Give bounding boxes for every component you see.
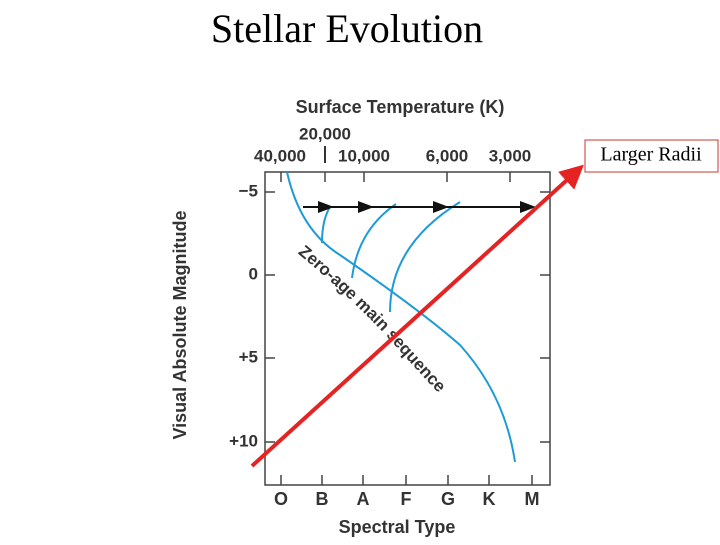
track <box>321 206 331 244</box>
curve-label-path: Zero-age main sequence <box>295 242 450 396</box>
track <box>389 201 461 313</box>
y-axis-title: Visual Absolute Magnitude <box>170 210 190 439</box>
x-tick-label: O <box>274 489 288 509</box>
top-axis-title: Surface Temperature (K) <box>296 97 505 117</box>
radius-arrow <box>250 164 584 468</box>
plot-frame <box>264 171 551 486</box>
y-tick-label: 0 <box>249 264 258 283</box>
top-tick-label: 3,000 <box>489 146 532 165</box>
y-tick-label: +10 <box>229 431 258 450</box>
top-tick-label: 40,000 <box>254 146 306 165</box>
title: Stellar Evolution <box>211 6 483 51</box>
track <box>351 203 397 279</box>
x-tick-label: M <box>525 489 540 509</box>
main-sequence <box>286 171 516 463</box>
x-tick-label: F <box>401 489 412 509</box>
annotation-box <box>584 139 719 173</box>
top-tick-label: 20,000 <box>299 124 351 143</box>
x-tick-label: K <box>483 489 496 509</box>
x-tick-label: A <box>357 489 370 509</box>
curve-label: Zero-age main sequence <box>295 242 450 396</box>
x-tick-label: B <box>316 489 329 509</box>
y-tick-label: +5 <box>239 347 258 366</box>
top-tick-label: 10,000 <box>338 146 390 165</box>
annotation: Larger Radii <box>600 144 702 166</box>
x-tick-label: G <box>441 489 455 509</box>
top-tick-label: 6,000 <box>426 146 469 165</box>
frame-ticks <box>265 172 550 485</box>
tracks <box>286 171 516 463</box>
x-axis-title: Spectral Type <box>339 517 456 537</box>
y-tick-label: −5 <box>239 181 258 200</box>
